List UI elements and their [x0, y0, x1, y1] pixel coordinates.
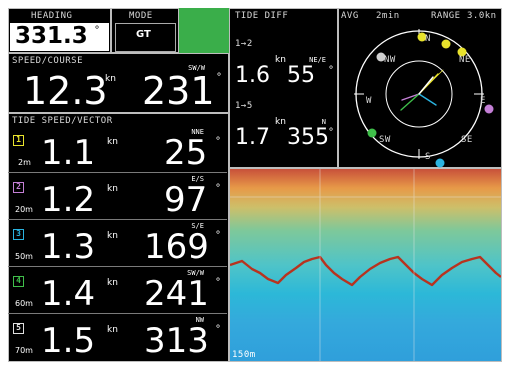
- layer-course: 241: [144, 274, 209, 314]
- diff-direction: N: [321, 118, 326, 126]
- speed-course-label: SPEED/COURSE: [12, 56, 84, 66]
- heading-label: HEADING: [31, 11, 73, 21]
- tide-vector-label: TIDE SPEED/VECTOR: [12, 116, 113, 126]
- course-value: 231: [142, 69, 215, 113]
- tide-diff-label: TIDE DIFF: [235, 11, 289, 21]
- compass-e: E: [480, 96, 486, 106]
- heading-panel: HEADING 331.3 °: [8, 8, 111, 53]
- heading-degree: °: [94, 25, 101, 36]
- diff-speed: 1.6: [235, 63, 270, 88]
- layer-depth: 50m: [15, 252, 33, 261]
- mode-label: MODE: [129, 11, 153, 21]
- layer-degree: °: [215, 183, 222, 194]
- layer-row: 4 60m 1.4 kn SW/W 241 °: [8, 266, 229, 313]
- diff-speed-unit: kn: [275, 117, 286, 127]
- diff-direction: NE/E: [309, 56, 326, 64]
- diff-speed-unit: kn: [275, 55, 286, 65]
- layer-number: 2: [13, 182, 24, 193]
- compass-se: SE: [461, 135, 473, 145]
- compass-rose: [354, 29, 494, 168]
- course-degree: °: [216, 72, 223, 83]
- mode-value[interactable]: GT: [136, 29, 151, 40]
- diff-pair-label: 1→2: [235, 39, 253, 49]
- compass-sw: SW: [379, 135, 391, 145]
- layer-speed: 1.5: [41, 321, 96, 361]
- layer-direction: SW/W: [187, 269, 204, 277]
- range-label: RANGE: [431, 11, 461, 21]
- diff-degree: °: [328, 65, 335, 76]
- layer-direction: S/E: [191, 222, 204, 230]
- layer-course: 97: [164, 180, 208, 220]
- layer-row: 3 50m 1.3 kn S/E 169 °: [8, 219, 229, 266]
- layer-course: 169: [144, 227, 209, 267]
- layer-course: 25: [164, 133, 208, 173]
- layer-degree: °: [215, 136, 222, 147]
- layer-degree: °: [215, 324, 222, 335]
- layer-row: 1 2m 1.1 kn NNE 25 °: [8, 125, 229, 172]
- layer-number: 5: [13, 323, 24, 334]
- range-value[interactable]: 3.0kn: [467, 11, 497, 21]
- echo-sounder-panel: 150m: [229, 168, 502, 362]
- layer-speed-unit: kn: [107, 278, 118, 288]
- echogram: [230, 169, 501, 361]
- layer-speed: 1.1: [41, 133, 96, 173]
- compass-ne: NE: [459, 55, 471, 65]
- layer-depth: 70m: [15, 346, 33, 355]
- course-dir: SW/W: [188, 64, 205, 72]
- tide-diff-panel: TIDE DIFF 1→2 kn NE/E 1.6 55 ° 1→5 kn N …: [229, 8, 338, 168]
- layer-speed-unit: kn: [107, 137, 118, 147]
- diff-course: 355: [287, 125, 329, 150]
- depth-scale-label: 150m: [232, 350, 256, 360]
- layer-row: 2 20m 1.2 kn E/S 97 °: [8, 172, 229, 219]
- mode-panel: MODE GT: [111, 8, 179, 53]
- layer-depth: 2m: [18, 158, 31, 167]
- layer-speed-unit: kn: [107, 325, 118, 335]
- layer-depth: 20m: [15, 205, 33, 214]
- compass-s: S: [425, 152, 431, 162]
- compass-n: N: [425, 34, 431, 44]
- diff-degree: °: [328, 127, 335, 138]
- layer-number: 4: [13, 276, 24, 287]
- layer-direction: NW: [195, 316, 204, 324]
- speed-value: 12.3: [23, 69, 108, 113]
- compass-nw: NW: [384, 55, 396, 65]
- diff-speed: 1.7: [235, 125, 270, 150]
- tide-vector-panel: TIDE SPEED/VECTOR: [8, 113, 229, 362]
- layer-speed: 1.2: [41, 180, 96, 220]
- vector-plot-panel: AVG 2min RANGE 3.0kn: [338, 8, 502, 168]
- display-screen: HEADING 331.3 ° MODE GT SPEED/COURSE 12.…: [8, 8, 502, 362]
- layer-degree: °: [215, 230, 222, 241]
- layer-direction: NNE: [191, 128, 204, 136]
- layer-speed: 1.3: [41, 227, 96, 267]
- status-indicator: [179, 8, 229, 53]
- avg-label: AVG: [341, 11, 359, 21]
- diff-pair-label: 1→5: [235, 101, 253, 111]
- layer-depth: 60m: [15, 299, 33, 308]
- layer-degree: °: [215, 277, 222, 288]
- layer-row: 5 70m 1.5 kn NW 313 °: [8, 313, 229, 362]
- speed-course-panel: SPEED/COURSE 12.3 kn SW/W 231 °: [8, 53, 229, 113]
- compass-w: W: [366, 96, 372, 106]
- heading-value: 331.3: [15, 23, 88, 49]
- speed-unit: kn: [105, 74, 116, 84]
- layer-speed-unit: kn: [107, 231, 118, 241]
- layer-number: 1: [13, 135, 24, 146]
- layer-direction: E/S: [191, 175, 204, 183]
- avg-value[interactable]: 2min: [376, 11, 400, 21]
- layer-speed: 1.4: [41, 274, 96, 314]
- layer-markers: [367, 32, 494, 168]
- layer-speed-unit: kn: [107, 184, 118, 194]
- layer-course: 313: [144, 321, 209, 361]
- layer-number: 3: [13, 229, 24, 240]
- diff-course: 55: [287, 63, 315, 88]
